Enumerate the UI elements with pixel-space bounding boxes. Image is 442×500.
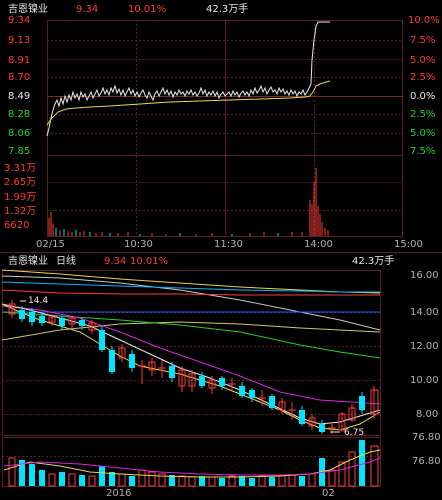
- daily-candles: [8, 300, 379, 434]
- date-label: 02: [322, 488, 335, 499]
- time-label: 10:30: [124, 239, 153, 250]
- date-label: 2016: [106, 488, 132, 499]
- axis-label: 8.06: [8, 128, 31, 139]
- time-label: 11:30: [214, 239, 243, 250]
- axis-label: 10.00: [410, 375, 439, 386]
- axis-label: 0.0%: [410, 91, 436, 102]
- ma-line-green: [1, 311, 381, 359]
- ma-line-white: [1, 303, 381, 425]
- volume-ma-yellow: [3, 449, 381, 478]
- volume-ma-magenta: [3, 457, 381, 476]
- axis-label: 2.65万: [4, 177, 37, 188]
- axis-label: 8.00: [416, 409, 439, 420]
- ma-line-olive: [1, 321, 381, 341]
- stock-name[interactable]: 吉恩镍业: [8, 256, 48, 267]
- daily-volume-bars: [8, 440, 379, 487]
- axis-label: 7.85: [8, 146, 31, 157]
- daily-header: 吉恩镍业 日线 9.34 10.01% 42.3万手: [0, 254, 442, 270]
- axis-label: 7.5%: [410, 35, 436, 46]
- intraday-price-line: [46, 21, 330, 137]
- axis-label: 16.00: [410, 270, 439, 281]
- ma-line-cyan: [1, 281, 380, 293]
- high-marker-label: 14.4: [28, 296, 49, 306]
- axis-label: 14.00: [410, 307, 439, 318]
- intraday-header: 吉恩镍业 9.34 10.01% 42.3万手: [0, 0, 442, 20]
- axis-label: 8.91: [8, 55, 31, 66]
- intraday-volume-bars: [48, 168, 329, 236]
- ma-line-yellow-short: [1, 303, 381, 431]
- volume-text: 42.3万手: [206, 4, 249, 15]
- axis-label: 10.0%: [408, 15, 440, 26]
- change-percent: 10.01%: [128, 4, 167, 15]
- axis-label: 8.70: [8, 72, 31, 83]
- axis-label: 7.5%: [410, 146, 436, 157]
- axis-label: 1.32万: [4, 206, 37, 217]
- intraday-avg-line: [46, 80, 331, 126]
- volume-text: 42.3万手: [352, 256, 395, 267]
- axis-label: 5.0%: [410, 128, 436, 139]
- low-marker-label: 6.75: [344, 428, 365, 438]
- intraday-grid: [47, 20, 403, 237]
- time-label: 02/15: [36, 239, 65, 250]
- current-price: 9.34: [76, 4, 99, 15]
- axis-label: 5.0%: [410, 55, 436, 66]
- stock-name[interactable]: 吉恩镍业: [8, 4, 48, 15]
- axis-label: 76.80: [412, 432, 441, 443]
- axis-label: 76.80: [412, 456, 441, 467]
- axis-label: 2.5%: [410, 109, 436, 120]
- axis-label: 8.28: [8, 109, 31, 120]
- axis-label: 12.00: [410, 341, 439, 352]
- current-price: 9.34: [104, 256, 127, 267]
- ma-line-red: [1, 289, 380, 296]
- ma-line-magenta: [1, 305, 381, 405]
- time-label: 15:00: [394, 239, 423, 250]
- period-label[interactable]: 日线: [56, 256, 76, 267]
- axis-label: 3.31万: [4, 163, 37, 174]
- change-percent: 10.01%: [130, 256, 169, 267]
- time-label: 14:00: [304, 239, 333, 250]
- axis-label: 6620: [4, 220, 30, 231]
- axis-label: 1.99万: [4, 192, 37, 203]
- axis-label: 9.34: [8, 15, 31, 26]
- axis-label: 9.13: [8, 35, 31, 46]
- axis-label: 8.49: [8, 91, 31, 102]
- axis-label: 2.5%: [410, 72, 436, 83]
- ma-line-yellow-long: [1, 269, 381, 294]
